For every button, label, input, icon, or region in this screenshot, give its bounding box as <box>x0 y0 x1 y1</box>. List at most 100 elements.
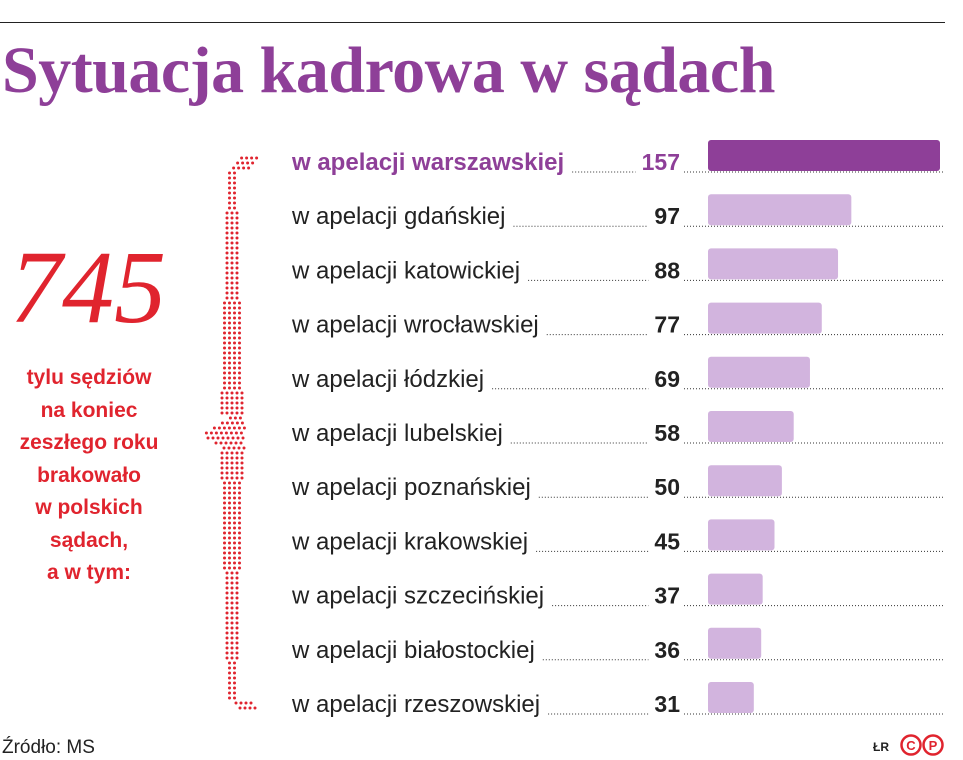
brace-dot <box>230 651 234 655</box>
brace-dot <box>230 596 234 600</box>
brace-dot <box>228 171 231 175</box>
brace-dot <box>251 161 255 165</box>
brace-dot <box>225 476 229 480</box>
brace-dot <box>233 176 236 180</box>
brace-dot <box>224 441 228 445</box>
brace-dot <box>225 231 229 235</box>
brace-dot <box>230 276 234 280</box>
brace-dot <box>238 496 241 500</box>
brace-dot <box>240 406 244 410</box>
brace-dot <box>220 471 224 475</box>
brace-dot <box>219 441 223 445</box>
brace-dot <box>225 606 229 610</box>
brace-dot <box>235 411 239 415</box>
brace-dot <box>228 521 231 525</box>
brace-dot <box>228 486 231 490</box>
brace-dot <box>233 381 236 385</box>
brace-dot <box>232 426 236 430</box>
brace-dot <box>228 176 231 180</box>
brace-dot <box>240 401 244 405</box>
brace-dot <box>225 421 229 425</box>
brace-dot <box>233 376 236 380</box>
brace-dot <box>240 421 244 425</box>
brace-dot <box>235 651 239 655</box>
brace-dot <box>233 556 236 560</box>
brace-dot <box>232 446 236 450</box>
brace-dot <box>233 521 236 525</box>
brace-dot <box>230 216 234 220</box>
brace-dot <box>233 496 236 500</box>
brace-dot <box>225 271 229 275</box>
brace-dot <box>223 526 226 530</box>
brace-dot <box>228 371 231 375</box>
brace-dot <box>230 586 234 590</box>
brace-dot <box>227 446 231 450</box>
brace-dot <box>230 391 234 395</box>
brace-dot <box>223 371 226 375</box>
brace-dot <box>233 201 236 205</box>
brace-dot <box>225 241 229 245</box>
brace-dot <box>230 291 234 295</box>
brace-dot <box>225 576 229 580</box>
brace-dot <box>235 656 239 660</box>
brace-dot <box>238 341 241 345</box>
brace-dot <box>223 341 226 345</box>
brace-dot <box>235 571 239 575</box>
brace-dot <box>238 356 241 360</box>
brace-dot <box>233 336 236 340</box>
brace-dot <box>234 441 238 445</box>
brace-dot <box>226 436 230 440</box>
brace-dot <box>233 331 236 335</box>
brace-dot <box>225 636 229 640</box>
brace-dot <box>233 696 236 700</box>
brace-dot <box>224 431 228 435</box>
brace-dot <box>230 211 234 215</box>
brace-dot <box>238 551 241 555</box>
brace-dot <box>225 236 229 240</box>
brace-dot <box>235 241 239 245</box>
brace-dot <box>228 551 231 555</box>
brace-dot <box>238 306 241 310</box>
brace-dot <box>228 331 231 335</box>
brace-dot <box>233 316 236 320</box>
value-label: 45 <box>654 528 680 554</box>
brace-dot <box>230 606 234 610</box>
brace-dot <box>228 321 231 325</box>
brace-dot <box>228 516 231 520</box>
brace-dot <box>220 461 224 465</box>
brace-dot <box>230 576 234 580</box>
brace-dot <box>237 446 241 450</box>
brace-dot <box>233 181 236 185</box>
brace-dot <box>238 346 241 350</box>
brace-dot <box>228 561 231 565</box>
value-label: 77 <box>654 312 680 338</box>
category-label: w apelacji wrocławskiej <box>291 312 539 339</box>
value-label: 97 <box>654 203 680 229</box>
brace-dot <box>233 671 236 675</box>
brace-dot <box>253 706 257 710</box>
brace-dot <box>233 206 236 210</box>
brace-dot <box>227 426 231 430</box>
brace-dot <box>233 566 236 570</box>
brace-dot <box>225 596 229 600</box>
brace-dot <box>238 506 241 510</box>
brace-dot <box>225 621 229 625</box>
brace-dot <box>225 641 229 645</box>
brace-dot <box>228 196 231 200</box>
brace-dot <box>233 506 236 510</box>
brace-dot <box>240 456 244 460</box>
brace-dot <box>232 166 236 170</box>
brace-dot <box>228 326 231 330</box>
brace-dot <box>230 626 234 630</box>
brace-dot <box>235 231 239 235</box>
bar <box>708 248 839 280</box>
author-credit: ŁR <box>873 740 889 754</box>
category-label: w apelacji katowickiej <box>291 257 520 284</box>
brace-dot <box>222 426 226 430</box>
brace-dot <box>235 576 239 580</box>
category-label: w apelacji poznańskiej <box>291 474 531 501</box>
brace-dot <box>225 651 229 655</box>
brace-dot <box>233 361 236 365</box>
brace-dot <box>223 541 226 545</box>
brace-dot <box>228 526 231 530</box>
